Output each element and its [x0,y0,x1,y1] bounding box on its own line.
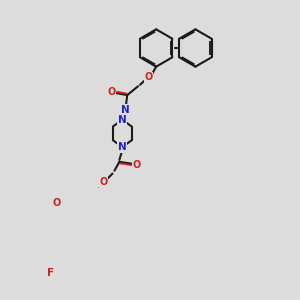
Text: O: O [52,198,60,208]
Text: N: N [118,142,127,152]
Text: F: F [47,268,54,278]
Text: O: O [133,160,141,170]
Text: O: O [145,72,153,82]
Text: N: N [118,115,127,124]
Text: N: N [121,105,130,115]
Text: O: O [107,87,116,97]
Text: O: O [100,177,108,188]
